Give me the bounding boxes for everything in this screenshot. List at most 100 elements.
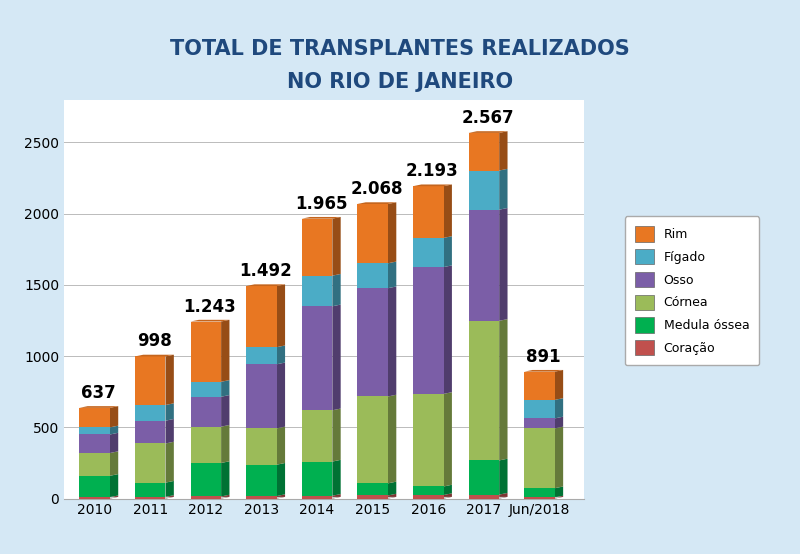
- Bar: [302, 461, 332, 496]
- Polygon shape: [166, 403, 174, 420]
- Polygon shape: [332, 217, 341, 276]
- Polygon shape: [413, 184, 452, 186]
- Bar: [302, 276, 332, 306]
- Polygon shape: [469, 131, 507, 133]
- Polygon shape: [524, 370, 563, 372]
- Bar: [524, 497, 555, 499]
- Polygon shape: [277, 362, 285, 428]
- Bar: [469, 210, 499, 321]
- Polygon shape: [499, 493, 507, 499]
- Bar: [524, 488, 555, 497]
- Polygon shape: [135, 355, 174, 356]
- Polygon shape: [302, 497, 341, 499]
- Polygon shape: [166, 355, 174, 405]
- Polygon shape: [166, 481, 174, 497]
- Bar: [135, 405, 166, 420]
- Bar: [469, 133, 499, 171]
- Polygon shape: [499, 459, 507, 495]
- Polygon shape: [499, 319, 507, 460]
- Bar: [246, 347, 277, 365]
- Polygon shape: [555, 417, 563, 428]
- Polygon shape: [166, 495, 174, 499]
- Bar: [413, 186, 443, 238]
- Polygon shape: [443, 392, 452, 486]
- Polygon shape: [221, 320, 230, 382]
- Text: 2.068: 2.068: [350, 180, 403, 198]
- Text: 2.567: 2.567: [462, 109, 514, 127]
- Polygon shape: [332, 408, 341, 461]
- Polygon shape: [388, 395, 396, 483]
- Bar: [190, 321, 221, 382]
- Polygon shape: [246, 497, 285, 499]
- Bar: [246, 465, 277, 496]
- Bar: [79, 408, 110, 427]
- Polygon shape: [555, 427, 563, 488]
- Polygon shape: [190, 497, 230, 499]
- Polygon shape: [443, 265, 452, 394]
- Bar: [358, 204, 388, 263]
- Polygon shape: [79, 406, 118, 408]
- Bar: [135, 483, 166, 497]
- Bar: [413, 238, 443, 267]
- Bar: [246, 286, 277, 347]
- Polygon shape: [388, 286, 396, 397]
- Bar: [302, 219, 332, 276]
- Bar: [190, 382, 221, 397]
- Polygon shape: [221, 425, 230, 463]
- Bar: [524, 418, 555, 428]
- Polygon shape: [166, 442, 174, 483]
- Polygon shape: [443, 236, 452, 267]
- Polygon shape: [358, 202, 396, 204]
- Bar: [190, 463, 221, 496]
- Polygon shape: [221, 380, 230, 397]
- Bar: [358, 495, 388, 499]
- Text: 891: 891: [526, 348, 561, 366]
- Polygon shape: [332, 494, 341, 499]
- Bar: [358, 288, 388, 397]
- Bar: [413, 486, 443, 495]
- Bar: [302, 306, 332, 411]
- Polygon shape: [110, 433, 118, 453]
- Text: 1.965: 1.965: [295, 194, 347, 213]
- Polygon shape: [135, 497, 174, 499]
- Polygon shape: [388, 202, 396, 263]
- Bar: [358, 483, 388, 495]
- Polygon shape: [221, 461, 230, 496]
- Polygon shape: [110, 406, 118, 427]
- Polygon shape: [555, 398, 563, 418]
- Bar: [358, 263, 388, 288]
- Bar: [469, 460, 499, 495]
- Polygon shape: [555, 486, 563, 497]
- Polygon shape: [190, 320, 230, 321]
- Polygon shape: [246, 284, 285, 286]
- Bar: [358, 397, 388, 483]
- Polygon shape: [469, 497, 507, 499]
- Polygon shape: [413, 497, 452, 499]
- Polygon shape: [499, 131, 507, 171]
- Polygon shape: [221, 495, 230, 499]
- Polygon shape: [388, 494, 396, 499]
- Bar: [524, 400, 555, 418]
- Bar: [469, 495, 499, 499]
- Bar: [413, 495, 443, 499]
- Text: 1.492: 1.492: [239, 262, 292, 280]
- Polygon shape: [277, 346, 285, 365]
- Polygon shape: [524, 497, 563, 499]
- Bar: [79, 434, 110, 453]
- Polygon shape: [555, 496, 563, 499]
- Bar: [190, 397, 221, 427]
- Polygon shape: [388, 261, 396, 288]
- Text: 2.193: 2.193: [406, 162, 459, 180]
- Polygon shape: [166, 419, 174, 443]
- Bar: [79, 497, 110, 499]
- Bar: [246, 365, 277, 428]
- Polygon shape: [221, 395, 230, 427]
- Polygon shape: [388, 481, 396, 495]
- Polygon shape: [443, 485, 452, 495]
- Bar: [246, 496, 277, 499]
- Polygon shape: [277, 284, 285, 347]
- Bar: [190, 496, 221, 499]
- Polygon shape: [277, 463, 285, 496]
- Polygon shape: [110, 495, 118, 499]
- Polygon shape: [443, 184, 452, 238]
